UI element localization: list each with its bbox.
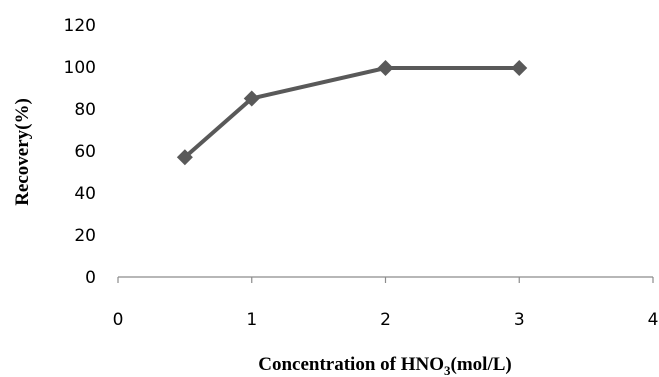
x-axis-title: Concentration of HNO3(mol/L) xyxy=(258,354,511,377)
data-point-marker xyxy=(176,149,193,166)
y-tick-label: 40 xyxy=(74,184,96,204)
y-tick-labels: 0 20 40 60 80 100 120 xyxy=(64,16,96,288)
x-tick-label: 3 xyxy=(514,310,525,330)
data-point-marker xyxy=(243,90,260,107)
y-tick-label: 80 xyxy=(74,100,96,120)
x-axis-title-suffix: (mol/L) xyxy=(451,354,512,375)
plot-area xyxy=(176,60,528,166)
y-tick-label: 0 xyxy=(85,268,96,288)
y-tick-label: 100 xyxy=(64,58,96,78)
x-tick-label: 1 xyxy=(246,310,257,330)
x-tick-labels: 0 1 2 3 4 xyxy=(113,310,659,330)
x-tick-marks xyxy=(117,277,654,283)
x-tick-label: 2 xyxy=(380,310,391,330)
y-tick-label: 60 xyxy=(74,142,96,162)
x-tick-label: 0 xyxy=(113,310,124,330)
data-point-marker xyxy=(377,60,394,77)
data-point-marker xyxy=(511,60,528,77)
y-tick-label: 20 xyxy=(74,226,96,246)
x-tick-label: 4 xyxy=(648,310,659,330)
series-line xyxy=(183,66,520,159)
x-axis-title-subscript: 3 xyxy=(444,363,451,377)
y-axis-title: Recovery(%) xyxy=(12,98,33,206)
y-tick-label: 120 xyxy=(64,16,96,36)
x-axis-title-prefix: Concentration of HNO xyxy=(258,354,444,375)
